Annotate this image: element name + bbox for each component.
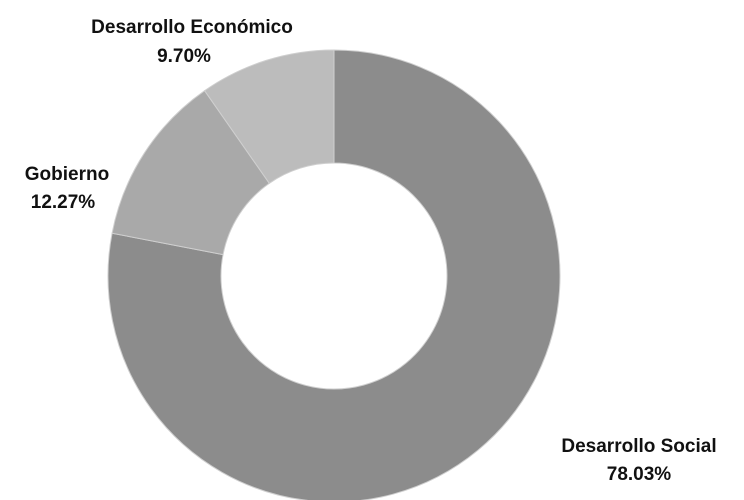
label-desarrollo-economico-name: Desarrollo Económico [91,17,293,38]
label-desarrollo-economico-value: 9.70% [157,46,211,67]
label-gobierno-value: 12.27% [31,192,96,213]
slice-desarrollo-economico [203,49,335,185]
label-desarrollo-social-value: 78.03% [607,464,672,485]
label-desarrollo-social-name: Desarrollo Social [561,436,716,457]
slice-desarrollo-social [107,49,561,500]
label-gobierno-name: Gobierno [25,164,109,185]
data-labels: Desarrollo Económico 9.70% Gobierno 12.2… [25,17,717,485]
donut-slices [107,49,561,500]
